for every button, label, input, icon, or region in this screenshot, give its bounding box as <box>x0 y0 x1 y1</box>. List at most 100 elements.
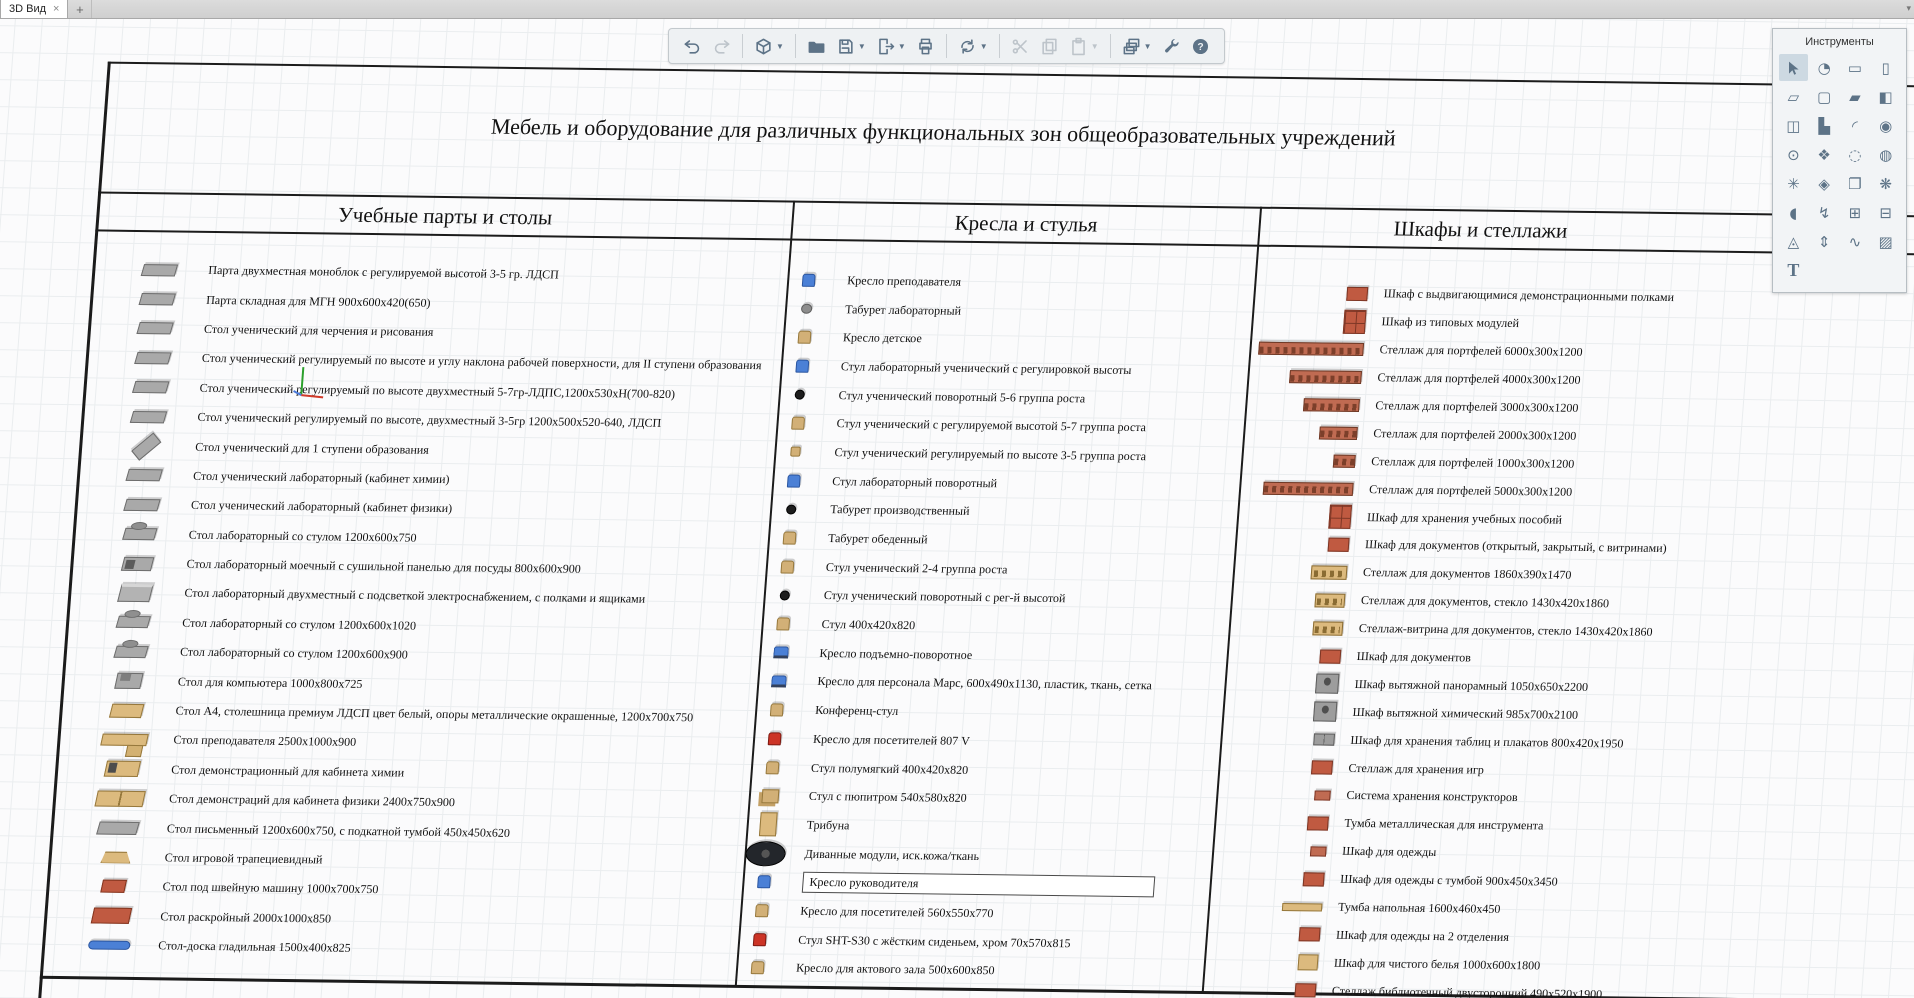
item-label[interactable]: Стол-доска гладильная 1500x400x825 <box>157 938 352 955</box>
cab-gray-icon[interactable] <box>1312 701 1338 723</box>
item-label[interactable]: Стол раскройный 2000x1000x850 <box>159 909 332 926</box>
item-label[interactable]: Кресло для посетителей 807 V <box>812 731 971 748</box>
item-label[interactable]: Стеллаж для портфелей 2000x300x1200 <box>1372 426 1577 443</box>
dropdown-arrow-icon[interactable]: ▼ <box>857 41 866 51</box>
cab-red-icon[interactable] <box>1327 537 1350 552</box>
item-label[interactable]: Шкаф для документов (открытый, закрытый,… <box>1364 537 1668 556</box>
new-tab-button[interactable]: + <box>68 0 93 18</box>
dropdown-arrow-icon[interactable]: ▼ <box>1143 41 1152 51</box>
stool-gray-icon[interactable] <box>800 303 812 314</box>
dropdown-arrow-icon[interactable]: ▼ <box>1090 41 1099 51</box>
cab-tan-icon[interactable] <box>1297 954 1319 971</box>
bar-tan-icon[interactable] <box>1281 902 1323 912</box>
air-accessory-tool-icon[interactable]: ◈ <box>1818 174 1830 193</box>
desk-gray-icon[interactable] <box>134 351 172 365</box>
item-label[interactable]: Стул с пюпитром 540x580x820 <box>808 789 968 806</box>
stair-tool-icon[interactable]: ▙ <box>1818 116 1830 135</box>
cab-red-icon[interactable] <box>1346 286 1369 302</box>
route-tool-icon[interactable]: ∿ <box>1848 232 1862 251</box>
chair-blue-icon[interactable] <box>756 875 771 889</box>
open-button[interactable] <box>803 35 830 58</box>
item-label[interactable]: Стул ученический регулируемый по высоте … <box>833 445 1147 464</box>
copy-button[interactable] <box>1036 35 1063 58</box>
item-label[interactable]: Стул ученический с регулируемой высотой … <box>836 416 1147 435</box>
item-label[interactable]: Диванные модули, иск.кожа/ткань <box>804 846 980 863</box>
cab-red-icon[interactable] <box>1302 871 1325 887</box>
shelf-red-icon[interactable] <box>1258 341 1365 357</box>
desk-gray-chair-icon[interactable] <box>113 645 149 658</box>
item-label[interactable]: Стол лабораторный со стулом 1200x600x750 <box>188 527 418 545</box>
desk-gray-tilt-icon[interactable] <box>131 432 162 461</box>
electric-accessory-tool-icon[interactable]: ↯ <box>1817 203 1831 222</box>
solid-tool-icon[interactable]: ◬ <box>1787 232 1800 251</box>
chair-tan-icon[interactable] <box>790 416 805 430</box>
item-label[interactable]: Стул 400x420x820 <box>821 617 916 633</box>
chair-tan-icon[interactable] <box>769 703 784 717</box>
desk-tan-trap-icon[interactable] <box>100 851 131 863</box>
drawing-canvas[interactable]: Мебель и оборудование для различных функ… <box>0 19 1914 998</box>
desk-tan-icon[interactable] <box>108 703 145 718</box>
item-label[interactable]: Стеллаж для портфелей 5000x300x1200 <box>1368 481 1573 499</box>
item-label[interactable]: Шкаф для хранения таблиц и плакатов 800x… <box>1350 732 1624 751</box>
window-tool-icon[interactable]: ◫ <box>1786 116 1801 135</box>
floor-tool-icon[interactable]: ▱ <box>1787 87 1800 106</box>
dot-black-icon[interactable] <box>785 504 797 515</box>
desk-gray-icon[interactable] <box>136 322 174 335</box>
opening-tool-icon[interactable]: ▢ <box>1817 87 1832 106</box>
settings-button[interactable] <box>1158 35 1185 58</box>
cab-red-tall-icon[interactable] <box>1342 309 1367 334</box>
desk-gray-icon[interactable] <box>123 498 161 512</box>
item-label[interactable]: Стул SHT-S30 с жёстким сиденьем, хром 70… <box>797 932 1072 950</box>
chair-blue-icon[interactable] <box>786 474 801 488</box>
legend-item[interactable]: Кресло для актового зала 500x600x850 <box>732 953 1149 987</box>
desk-gray-icon[interactable] <box>125 469 163 482</box>
vent-route-tool-icon[interactable]: ❋ <box>1879 174 1892 193</box>
item-label[interactable]: Стол преподавателя 2500x1000x900 <box>173 732 357 750</box>
item-label[interactable]: Кресло для актового зала 500x600x850 <box>795 961 996 978</box>
select-tool-icon[interactable] <box>1779 54 1808 81</box>
desk-gray-chair-icon[interactable] <box>115 616 151 629</box>
item-label[interactable]: Стеллаж для портфелей 4000x300x1200 <box>1377 370 1582 387</box>
shelf-red-icon[interactable] <box>1289 370 1362 385</box>
item-label[interactable]: Стол лабораторный со стулом 1200x600x102… <box>181 615 417 633</box>
dropdown-arrow-icon[interactable]: ▼ <box>776 41 784 51</box>
chair-tan-icon[interactable] <box>775 617 790 631</box>
item-label[interactable]: Кресло для персонала Марс, 600x490x1130,… <box>816 674 1153 693</box>
item-label[interactable]: Тумба напольная 1600x460x450 <box>1337 899 1501 916</box>
chair-tan-double-icon[interactable] <box>760 788 779 804</box>
cab-red-sm-icon[interactable] <box>1314 790 1331 801</box>
item-label[interactable]: Шкаф для документов <box>1356 649 1472 665</box>
redo-button[interactable] <box>708 35 735 58</box>
chair-tan-icon[interactable] <box>750 961 765 975</box>
desk-gray-icon[interactable] <box>138 293 176 306</box>
plumbing-fixture-tool-icon[interactable]: ◉ <box>1879 116 1893 135</box>
fan-tool-icon[interactable]: ✳ <box>1787 174 1800 193</box>
column-tool-icon[interactable]: ▯ <box>1881 58 1890 77</box>
item-label[interactable]: Шкаф для хранения учебных пособий <box>1366 509 1563 527</box>
item-label[interactable]: Шкаф для чистого белья 1000x600x1800 <box>1333 955 1541 973</box>
beam-tool-icon[interactable]: ▰ <box>1849 87 1861 106</box>
desk-red-wide-icon[interactable] <box>90 907 133 925</box>
sync-button[interactable]: ▼ <box>954 35 992 58</box>
dropdown-arrow-icon[interactable]: ▼ <box>897 41 906 51</box>
item-label[interactable]: Парта складная для МГН 900x600x420(650) <box>205 292 432 310</box>
chair-tan-icon[interactable] <box>779 560 794 574</box>
item-label[interactable]: Шкаф вытяжной панорамный 1050x650x2200 <box>1354 676 1589 694</box>
desk-tan-demo-icon[interactable] <box>103 760 142 778</box>
item-label[interactable]: Шкаф для одежды <box>1341 844 1437 860</box>
print-button[interactable] <box>912 35 939 58</box>
item-label[interactable]: Стол ученический лабораторный (кабинет х… <box>192 468 451 487</box>
item-label[interactable]: Стол игровой трапециевидный <box>164 850 324 867</box>
pipe-fitting-tool-icon[interactable]: ◌ <box>1848 145 1862 164</box>
item-label[interactable]: Шкаф вытяжной химический 985x700x2100 <box>1352 704 1579 722</box>
shelf-tan-icon[interactable] <box>1314 593 1346 608</box>
sofa-dark-icon[interactable] <box>744 840 787 867</box>
shelf-red-icon[interactable] <box>1318 426 1358 440</box>
cab-red-icon[interactable] <box>1319 649 1342 664</box>
chair-blue-icon[interactable] <box>794 359 809 373</box>
item-label[interactable]: Табурет обеденный <box>827 531 929 547</box>
item-label[interactable]: Шкаф из типовых модулей <box>1381 314 1520 331</box>
cab-red-icon[interactable] <box>1306 816 1329 831</box>
close-tab-icon[interactable]: × <box>53 2 60 15</box>
cab-red-tall-icon[interactable] <box>1328 504 1353 529</box>
